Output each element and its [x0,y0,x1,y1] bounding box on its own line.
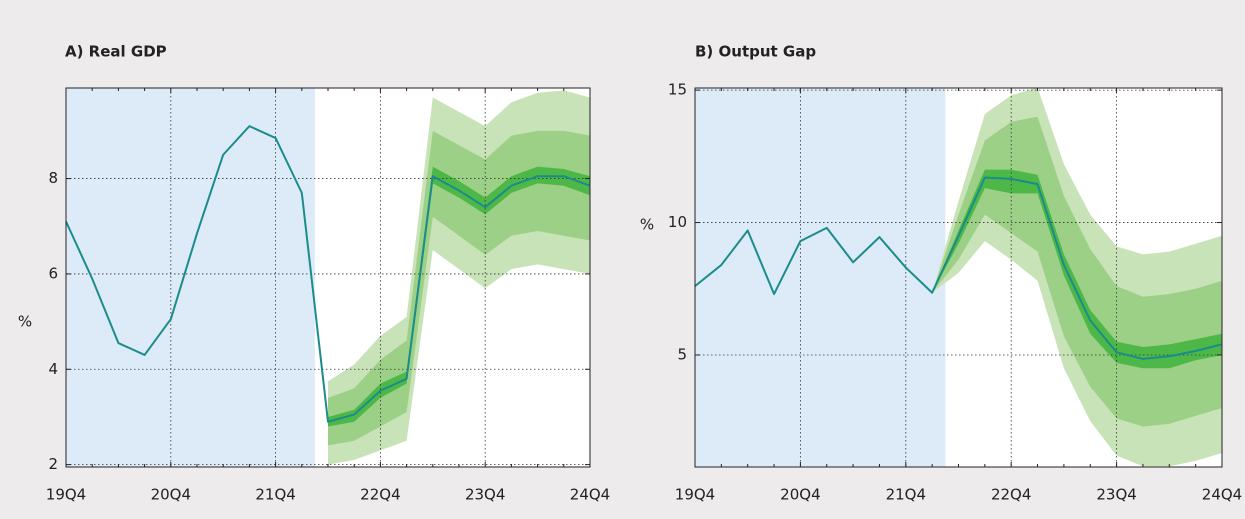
x-tick-label: 21Q4 [255,486,295,504]
line-series [694,176,1223,360]
x-tick-label: 22Q4 [360,486,400,504]
line-series [65,125,591,423]
y-tick-label: 10 [668,213,687,231]
x-tick-label: 22Q4 [991,486,1031,504]
y-tick-label: 15 [668,81,687,99]
x-tick-label: 23Q4 [1096,486,1136,504]
y-tick-label: 5 [677,345,687,363]
x-tick-label: 21Q4 [886,486,926,504]
x-tick-label: 24Q4 [1202,486,1242,504]
chart-title: A) Real GDP [65,43,167,61]
history-shade [66,88,315,467]
y-tick-label: 4 [48,360,58,378]
x-tick-label: 20Q4 [151,486,191,504]
history-shade [695,88,946,467]
x-tick-label: 23Q4 [465,486,505,504]
x-tick-label: 19Q4 [675,486,715,504]
y-tick-label: 8 [48,169,58,187]
fan-band [328,130,590,446]
y-tick-label: 2 [48,455,58,473]
fan-band [932,169,1222,369]
x-tick-label: 20Q4 [780,486,820,504]
x-tick-label: 24Q4 [570,486,610,504]
chart-title: B) Output Gap [695,43,816,61]
x-tick-label: 19Q4 [46,486,86,504]
y-axis-label: % [640,216,654,234]
y-tick-label: 6 [48,264,58,282]
y-axis-label: % [18,313,32,331]
